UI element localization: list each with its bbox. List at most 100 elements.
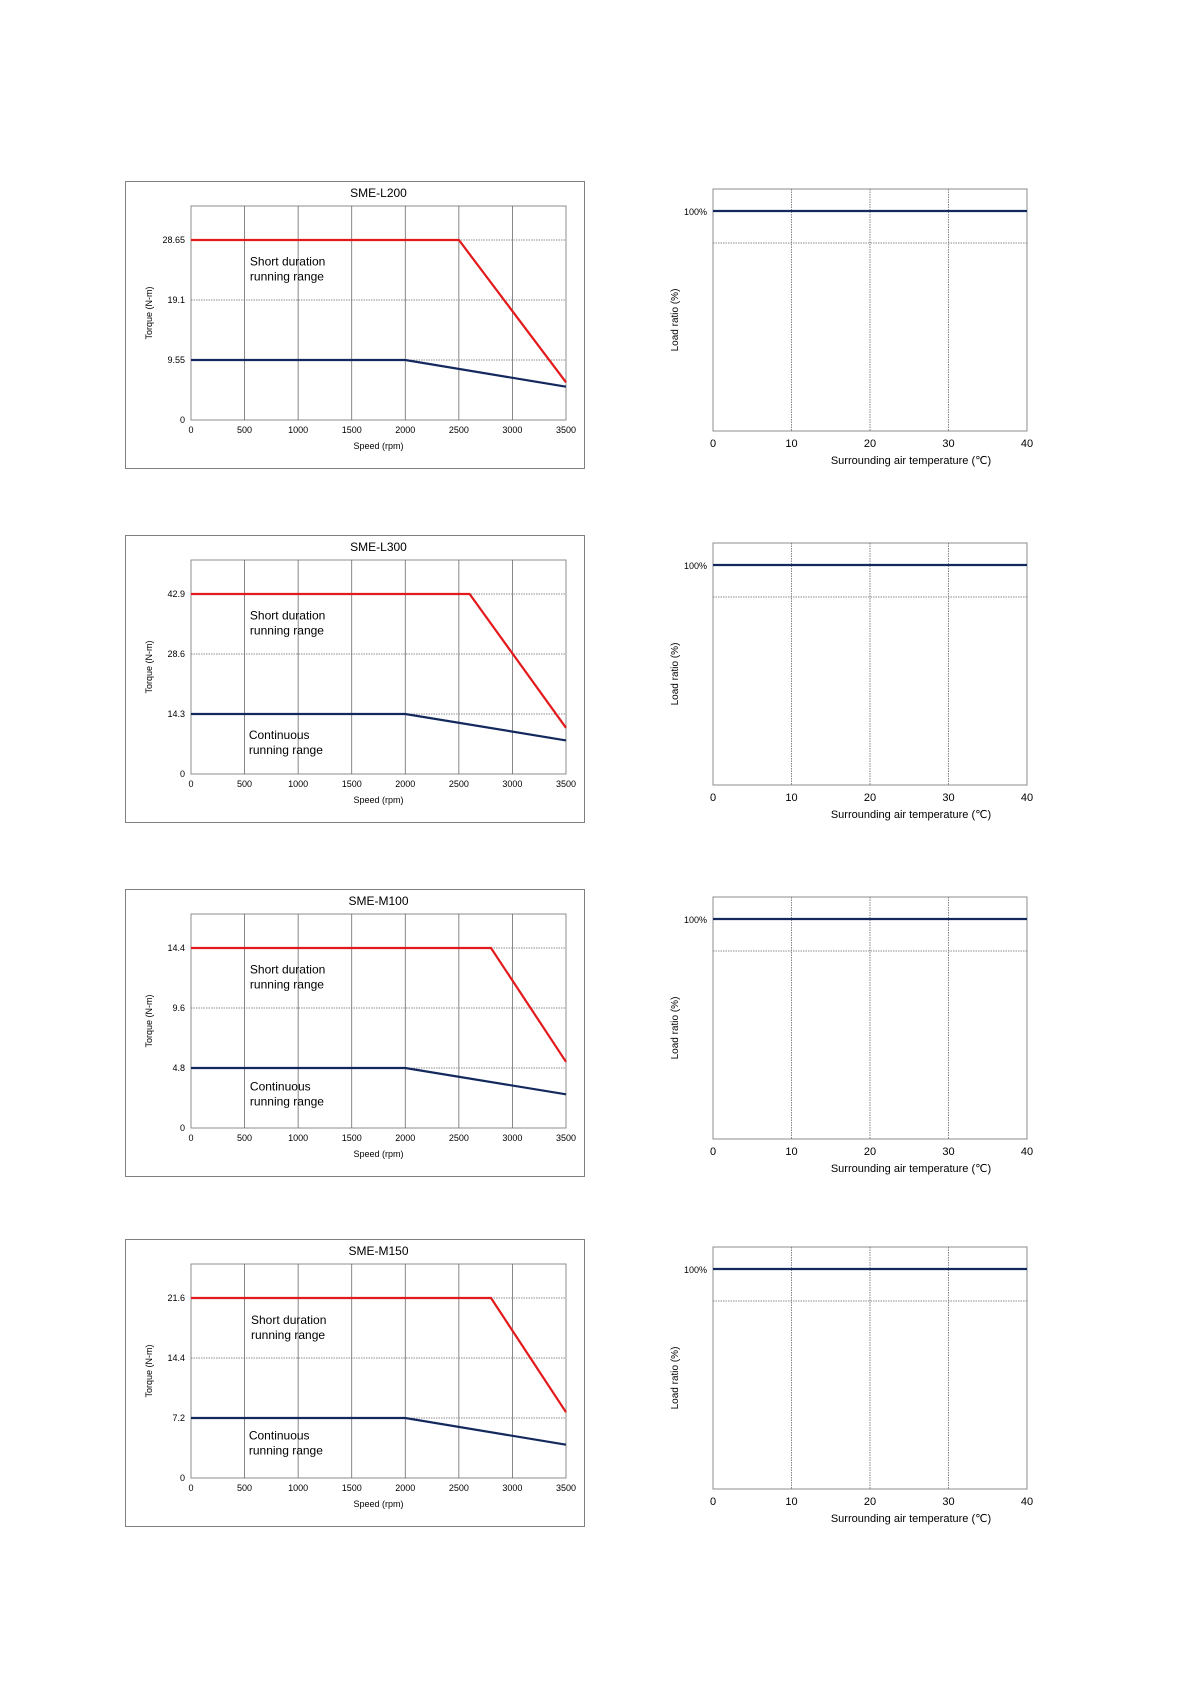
annotation-line: running range — [250, 269, 324, 283]
short-duration-line — [191, 946, 567, 1063]
x-tick-label: 1000 — [288, 1133, 308, 1143]
torque-chart-svg: 0 500 1000 1500 2000 2500 3000 3500 0 14.3 28.6 42.… — [144, 540, 576, 805]
y-tick-label: 19.1 — [167, 295, 185, 305]
short-duration-annotation: Short duration running range — [250, 963, 325, 992]
x-tick-label: 3500 — [556, 1133, 576, 1143]
x-tick-label: 500 — [237, 1483, 252, 1493]
annotation-line: Short duration — [251, 1313, 326, 1327]
y-axis-label: Load ratio (%) — [670, 1347, 681, 1410]
x-tick-label: 40 — [1021, 792, 1033, 804]
continuous-line — [191, 1416, 567, 1446]
x-axis-label: Surrounding air temperature (℃) — [831, 455, 991, 467]
x-tick-label: 0 — [710, 792, 716, 804]
x-axis-label: Speed (rpm) — [353, 1149, 403, 1159]
short-duration-annotation: Short duration running range — [250, 254, 325, 283]
x-tick-label: 2000 — [395, 1483, 415, 1493]
annotation-line: Continuous — [249, 1429, 310, 1443]
x-tick-label: 2000 — [395, 779, 415, 789]
x-tick-label: 20 — [864, 1496, 876, 1508]
load-ratio-chart-sme-m150: 0 10 20 30 40 100% Load ratio (%) Surrounding a… — [660, 1239, 1040, 1529]
plot-area — [190, 205, 567, 421]
y-axis-label: Load ratio (%) — [670, 289, 681, 352]
annotation-line: Short duration — [250, 609, 325, 623]
chart-title: SME-L200 — [350, 186, 407, 200]
y-tick-label: 0 — [180, 1123, 185, 1133]
chart-title: SME-M150 — [348, 1244, 408, 1258]
load-ratio-chart-sme-m100: 0 10 20 30 40 100% Load ratio (%) Surrounding a… — [660, 889, 1040, 1179]
x-tick-label: 40 — [1021, 438, 1033, 450]
x-tick-label: 30 — [942, 792, 954, 804]
x-tick-label: 40 — [1021, 1496, 1033, 1508]
y-tick-label: 100% — [684, 207, 707, 217]
y-tick-label: 0 — [180, 1473, 185, 1483]
chart-title: SME-L300 — [350, 540, 407, 554]
annotation-line: running range — [249, 1444, 323, 1458]
x-tick-label: 30 — [942, 1496, 954, 1508]
torque-chart-sme-m100: 0 500 1000 1500 2000 2500 3000 3500 0 4.8 9.6 14.4 S… — [125, 889, 585, 1177]
x-tick-label: 3000 — [502, 1483, 522, 1493]
y-tick-label: 4.8 — [172, 1063, 185, 1073]
y-axis-label: Torque (N-m) — [144, 1344, 154, 1397]
y-axis-label: Load ratio (%) — [670, 997, 681, 1060]
x-axis-label: Surrounding air temperature (℃) — [831, 1163, 991, 1175]
plot-area — [190, 559, 567, 775]
x-tick-label: 0 — [188, 425, 193, 435]
x-tick-label: 1000 — [288, 425, 308, 435]
continuous-line — [191, 1066, 567, 1096]
x-tick-label: 500 — [237, 779, 252, 789]
y-tick-label: 14.3 — [167, 709, 185, 719]
x-tick-label: 10 — [785, 1146, 797, 1158]
y-tick-label: 9.55 — [167, 355, 185, 365]
y-tick-label: 100% — [684, 561, 707, 571]
x-tick-label: 2500 — [449, 425, 469, 435]
x-axis-label: Speed (rpm) — [353, 441, 403, 451]
torque-chart-svg: 0 500 1000 1500 2000 2500 3000 3500 0 4.8 9.6 14.4 S… — [144, 894, 576, 1159]
x-tick-label: 3000 — [502, 1133, 522, 1143]
load-ratio-chart-sme-l200: 0 10 20 30 40 100% Load ratio (%) Surrounding a… — [660, 181, 1040, 471]
annotation-line: running range — [249, 743, 323, 757]
short-duration-line — [191, 592, 567, 729]
x-tick-label: 3500 — [556, 1483, 576, 1493]
continuous-annotation: Continuous running range — [249, 1429, 323, 1458]
annotation-line: running range — [250, 624, 324, 638]
x-tick-label: 500 — [237, 425, 252, 435]
plot-area — [190, 913, 567, 1129]
x-tick-label: 10 — [785, 1496, 797, 1508]
x-tick-label: 1500 — [342, 779, 362, 789]
load-ratio-chart-svg: 0 10 20 30 40 100% Load ratio (%) Surrounding a… — [670, 1246, 1033, 1525]
continuous-line — [191, 712, 567, 742]
torque-chart-sme-l200: 0 500 1000 1500 2000 2500 3000 3500 0 9.55 19.1 28.… — [125, 181, 585, 469]
x-axis-label: Speed (rpm) — [353, 1499, 403, 1509]
x-tick-label: 1000 — [288, 1483, 308, 1493]
x-tick-label: 10 — [785, 792, 797, 804]
y-tick-label: 9.6 — [172, 1003, 185, 1013]
torque-chart-svg: 0 500 1000 1500 2000 2500 3000 3500 0 7.2 14.4 21.6… — [144, 1244, 576, 1509]
x-tick-label: 20 — [864, 1146, 876, 1158]
continuous-line — [191, 358, 567, 388]
x-tick-label: 0 — [188, 1483, 193, 1493]
chart-title: SME-M100 — [348, 894, 408, 908]
y-tick-label: 42.9 — [167, 589, 185, 599]
torque-chart-sme-m150: 0 500 1000 1500 2000 2500 3000 3500 0 7.2 14.4 21.6… — [125, 1239, 585, 1527]
x-tick-label: 40 — [1021, 1146, 1033, 1158]
x-tick-label: 3000 — [502, 779, 522, 789]
annotation-line: running range — [251, 1328, 325, 1342]
short-duration-line — [191, 1296, 567, 1413]
y-tick-label: 21.6 — [167, 1293, 185, 1303]
y-tick-label: 100% — [684, 915, 707, 925]
x-tick-label: 1500 — [342, 1483, 362, 1493]
torque-chart-svg: 0 500 1000 1500 2000 2500 3000 3500 0 9.55 19.1 28.… — [144, 186, 576, 451]
x-tick-label: 1500 — [342, 1133, 362, 1143]
y-axis-label: Torque (N-m) — [144, 286, 154, 339]
y-tick-label: 14.4 — [167, 1353, 185, 1363]
short-duration-annotation: Short duration running range — [250, 609, 325, 638]
continuous-annotation: Continuous running range — [250, 1080, 324, 1109]
y-axis-label: Load ratio (%) — [670, 643, 681, 706]
x-tick-label: 2500 — [449, 1483, 469, 1493]
annotation-line: Short duration — [250, 963, 325, 977]
x-tick-label: 0 — [188, 779, 193, 789]
x-tick-label: 1000 — [288, 779, 308, 789]
x-axis-label: Surrounding air temperature (℃) — [831, 809, 991, 821]
annotation-line: running range — [250, 978, 324, 992]
annotation-line: Continuous — [249, 728, 310, 742]
